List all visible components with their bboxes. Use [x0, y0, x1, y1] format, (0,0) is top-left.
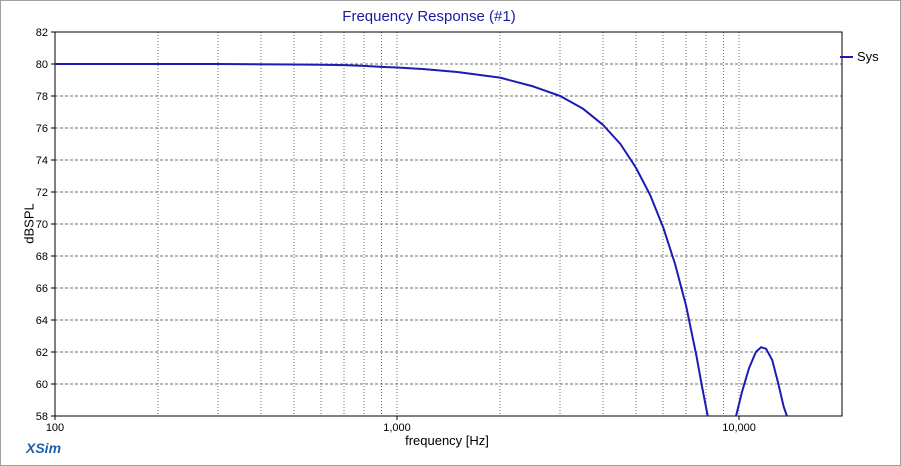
y-tick-label: 60 [36, 379, 48, 391]
y-tick-label: 72 [36, 187, 48, 199]
xsim-logo: XSim [26, 440, 62, 456]
series-line-sys [55, 63, 709, 417]
y-tick-label: 64 [36, 315, 48, 327]
plot-area [55, 32, 842, 416]
y-tick-label: 70 [36, 219, 48, 231]
series-line-sys [735, 346, 788, 417]
y-tick-label: 78 [36, 91, 48, 103]
x-axis-label: frequency [Hz] [405, 433, 489, 448]
y-tick-label: 68 [36, 251, 48, 263]
legend-label-sys: Sys [857, 49, 879, 64]
y-tick-label: 62 [36, 347, 48, 359]
legend-swatch-sys [840, 55, 853, 58]
y-tick-label: 74 [36, 155, 48, 167]
y-tick-label: 66 [36, 283, 48, 295]
x-tick-label: 100 [46, 422, 64, 434]
y-tick-label: 76 [36, 123, 48, 135]
y-tick-label: 82 [36, 27, 48, 39]
x-tick-label: 1,000 [383, 422, 411, 434]
x-tick-label: 10,000 [722, 422, 756, 434]
y-axis-label: dBSPL [21, 203, 37, 244]
legend: Sys [840, 49, 879, 64]
chart-title: Frequency Response (#1) [342, 8, 516, 25]
y-tick-label: 80 [36, 59, 48, 71]
y-tick-label: 58 [36, 411, 48, 423]
